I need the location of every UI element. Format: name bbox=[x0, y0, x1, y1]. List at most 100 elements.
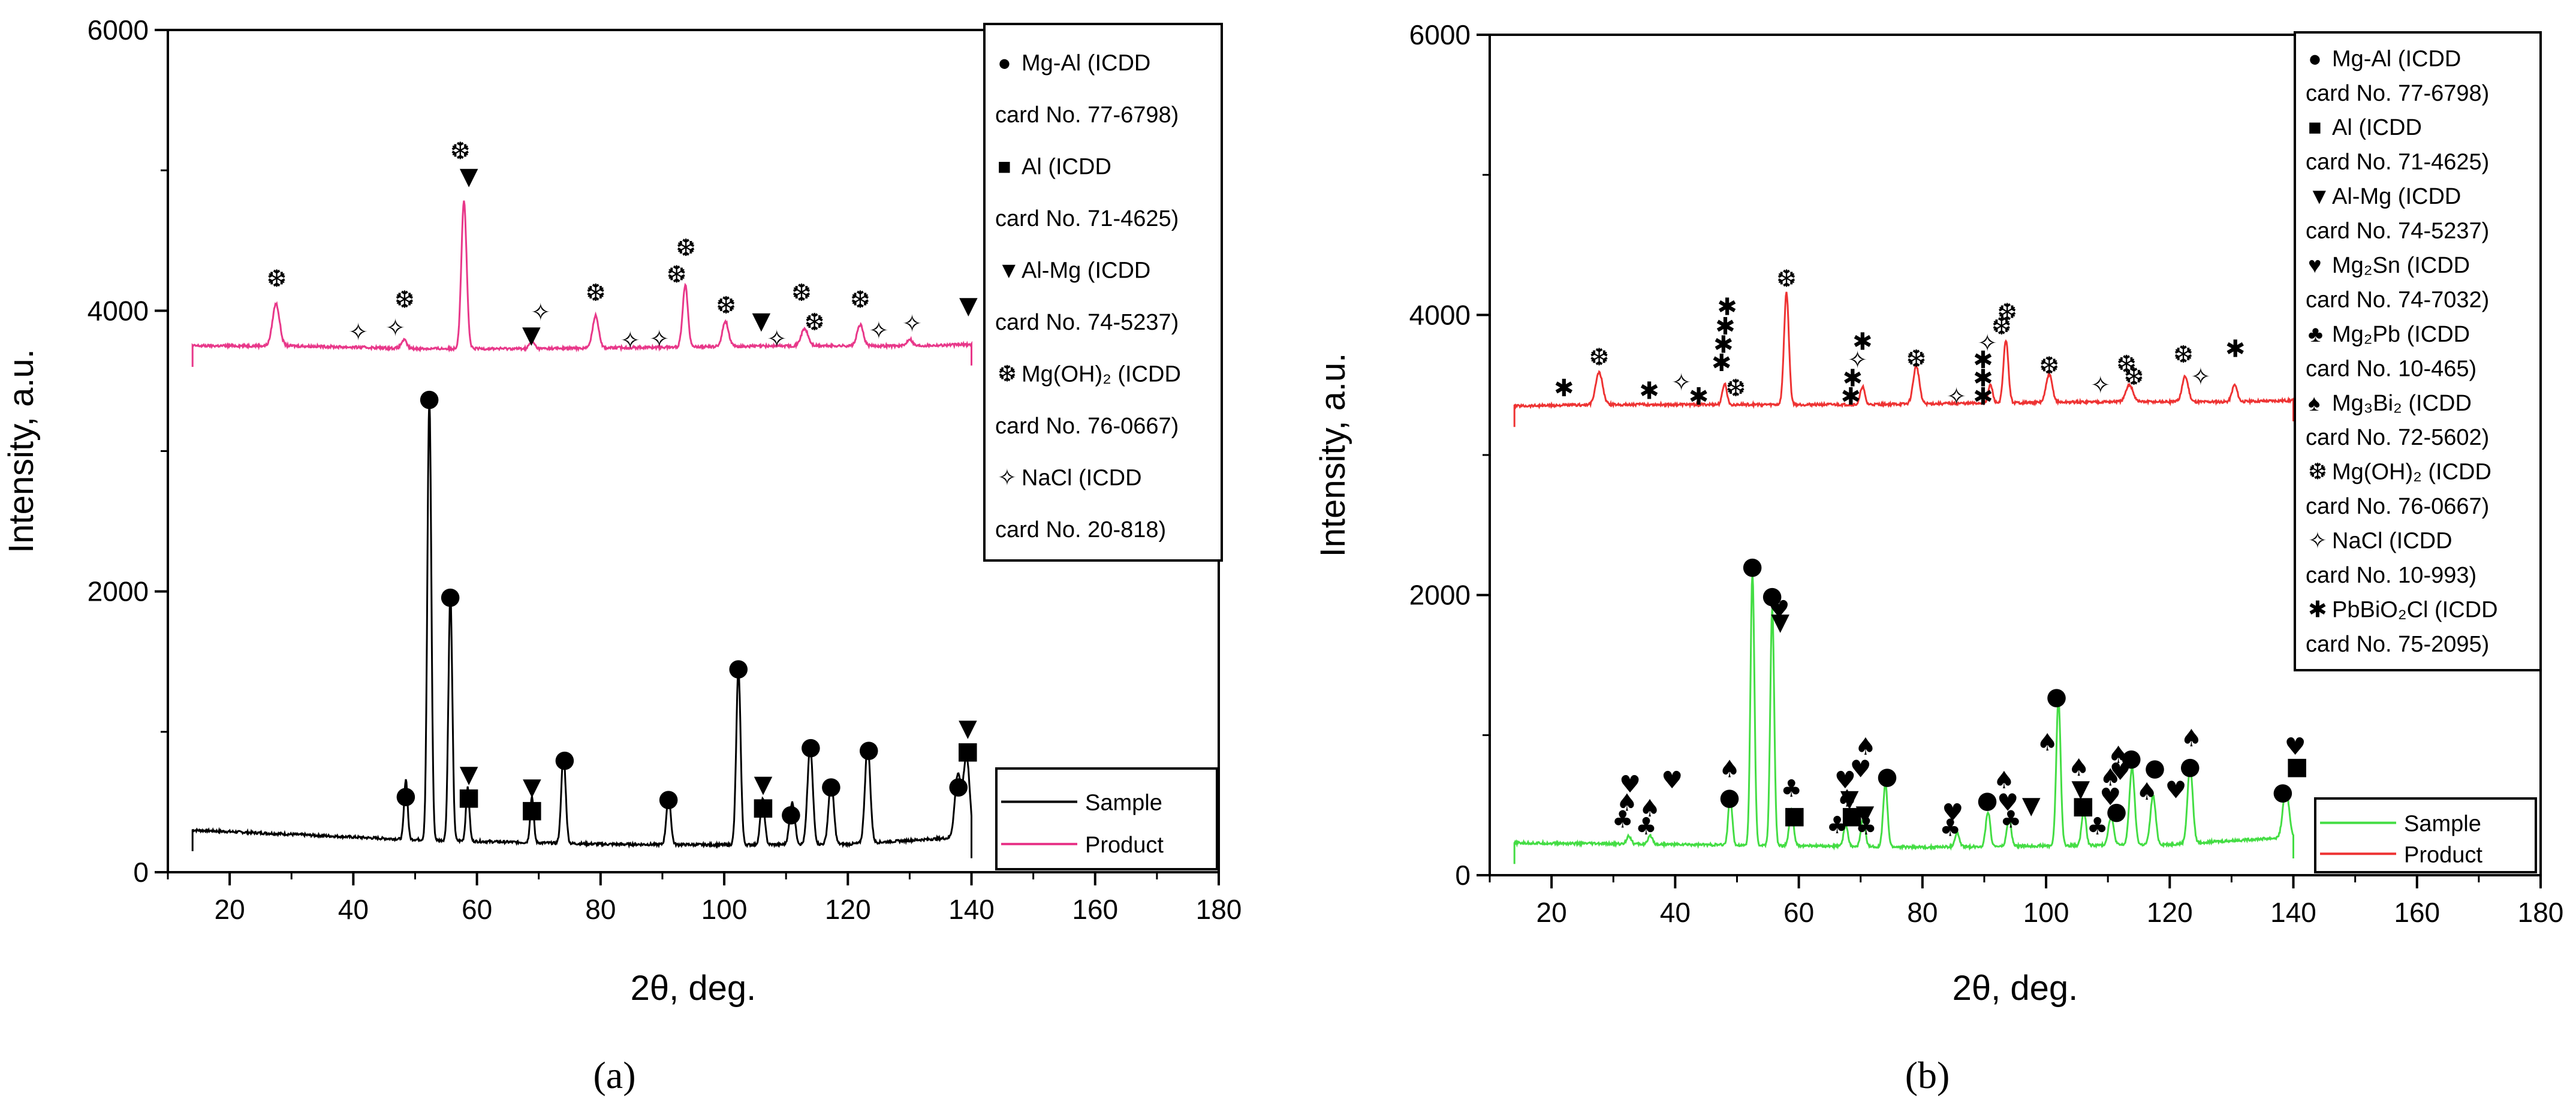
phase-marker: ■ bbox=[2286, 753, 2309, 780]
y-tick-label: 2000 bbox=[1409, 580, 1471, 611]
phase-marker: ✧ bbox=[902, 310, 923, 337]
phase-legend-symbol: ▼ bbox=[998, 258, 1020, 283]
series-line-sample bbox=[1513, 572, 2294, 864]
phase-marker: ✱ bbox=[1973, 364, 1993, 392]
series-legend-label: Sample bbox=[2404, 812, 2481, 837]
phase-marker: ▼ bbox=[2022, 792, 2041, 819]
phase-legend-text: card No. 74-5237) bbox=[995, 310, 1179, 335]
phase-marker: ▼ bbox=[522, 321, 541, 349]
phase-legend-symbol: ♥ bbox=[2308, 253, 2322, 278]
y-tick-label: 0 bbox=[1455, 860, 1471, 891]
phase-marker: ❆ bbox=[1997, 299, 2017, 327]
phase-marker: ♠ bbox=[1616, 789, 1638, 816]
phase-marker: ▼ bbox=[1840, 785, 1859, 812]
phase-legend-text: Mg(OH)₂ (ICDD bbox=[1022, 361, 1181, 387]
phase-legend-text: card No. 74-7032) bbox=[2306, 287, 2489, 312]
phase-marker: ▼ bbox=[1771, 608, 1789, 636]
phase-marker: ● bbox=[1762, 582, 1783, 610]
phase-marker: ▼ bbox=[752, 308, 771, 335]
series-legend-box bbox=[2314, 797, 2537, 873]
phase-marker: ● bbox=[2180, 753, 2201, 780]
phase-marker: ♠ bbox=[2036, 729, 2058, 757]
x-tick-label: 80 bbox=[1907, 897, 1938, 928]
x-tick-label: 60 bbox=[462, 894, 492, 925]
y-tick-label: 6000 bbox=[1409, 19, 1471, 50]
phase-legend-text: card No. 76-0667) bbox=[995, 414, 1179, 439]
phase-marker: ♣ bbox=[1827, 812, 1848, 839]
x-tick-label: 180 bbox=[1196, 894, 1242, 925]
phase-marker: ❆ bbox=[394, 287, 415, 314]
phase-marker: ■ bbox=[956, 737, 979, 764]
phase-legend-text: PbBiO₂Cl (ICDD bbox=[2332, 597, 2498, 622]
phase-marker: ❆ bbox=[805, 309, 825, 336]
phase-marker: ✱ bbox=[1717, 293, 1737, 321]
phase-marker: ✧ bbox=[869, 317, 889, 345]
phase-legend-box bbox=[2294, 31, 2542, 671]
phase-marker: ● bbox=[1977, 786, 1998, 814]
phase-legend-symbol: ✱ bbox=[2308, 597, 2327, 622]
phase-marker: ✱ bbox=[1840, 383, 1861, 411]
series-line-sample bbox=[191, 397, 972, 858]
phase-legend-text: card No. 74-5237) bbox=[2306, 219, 2489, 244]
phase-marker: ✧ bbox=[348, 318, 369, 346]
phase-marker: ❆ bbox=[1906, 345, 1927, 373]
y-tick-label: 6000 bbox=[88, 14, 149, 46]
phase-marker: ✧ bbox=[620, 327, 641, 355]
phase-marker: ♣ bbox=[1780, 775, 1802, 803]
x-tick-label: 100 bbox=[2023, 897, 2069, 928]
phase-marker: ● bbox=[2144, 754, 2165, 782]
phase-legend-symbol: ● bbox=[2308, 46, 2322, 71]
phase-legend-symbol: ▼ bbox=[2308, 184, 2331, 209]
phase-marker: ❆ bbox=[1991, 313, 2012, 340]
phase-marker: ✱ bbox=[1973, 383, 1993, 411]
phase-marker: ♥ bbox=[1997, 789, 2018, 816]
phase-marker: ❆ bbox=[791, 279, 812, 307]
x-tick-label: 140 bbox=[948, 894, 995, 925]
phase-legend-symbol: ♣ bbox=[2308, 322, 2323, 347]
y-axis-title: Intensity, a.u. bbox=[2, 349, 41, 553]
phase-marker: ▼ bbox=[959, 292, 978, 320]
phase-legend-text: card No. 71-4625) bbox=[995, 206, 1179, 231]
phase-marker: ♠ bbox=[1639, 795, 1661, 822]
x-tick-label: 60 bbox=[1783, 897, 1814, 928]
phase-marker: ● bbox=[821, 772, 842, 800]
phase-legend-text: card No. 77-6798) bbox=[2306, 81, 2489, 106]
phase-marker: ❆ bbox=[450, 137, 471, 165]
phase-marker: ● bbox=[2106, 798, 2127, 825]
phase-marker: ▼ bbox=[2071, 775, 2090, 803]
y-axis-title: Intensity, a.u. bbox=[1313, 353, 1352, 557]
phase-marker: ✧ bbox=[385, 314, 406, 342]
phase-marker: ♥ bbox=[2099, 783, 2121, 811]
phase-marker: ❆ bbox=[2039, 352, 2059, 379]
phase-marker: ▼ bbox=[460, 761, 478, 788]
phase-marker: ♠ bbox=[2180, 725, 2202, 752]
phase-marker: ✱ bbox=[1843, 364, 1863, 392]
phase-marker: ✧ bbox=[1977, 330, 1997, 357]
phase-marker: ▼ bbox=[460, 163, 478, 191]
phase-marker: ♥ bbox=[1942, 799, 1963, 827]
phase-marker: ✧ bbox=[1947, 383, 1967, 411]
phase-marker: ■ bbox=[1840, 802, 1863, 830]
phase-legend-text: card No. 77-6798) bbox=[995, 103, 1179, 128]
x-tick-label: 160 bbox=[2394, 897, 2440, 928]
phase-marker: ✧ bbox=[1671, 369, 1692, 396]
x-tick-label: 100 bbox=[701, 894, 748, 925]
phase-marker: ❆ bbox=[267, 265, 287, 293]
phase-marker: ♣ bbox=[1635, 813, 1657, 840]
phase-marker: ✱ bbox=[1639, 378, 1659, 405]
phase-marker: ✧ bbox=[1848, 346, 1868, 374]
phase-legend-text: Mg(OH)₂ (ICDD bbox=[2332, 460, 2491, 485]
phase-marker: ♥ bbox=[2110, 758, 2131, 786]
chart-panel-b: 20 40 60 80 100 120 140 160 180 0 2000 4000 6000 2θ, … bbox=[1313, 19, 2563, 1096]
phase-legend-symbol: ■ bbox=[998, 154, 1011, 179]
phase-marker: ✧ bbox=[767, 326, 787, 353]
phase-legend-text: Mg₂Pb (ICDD bbox=[2332, 322, 2470, 347]
phase-marker: ❆ bbox=[1776, 266, 1797, 293]
phase-marker: ● bbox=[1742, 553, 1763, 580]
phase-marker: ✧ bbox=[2191, 363, 2211, 391]
phase-legend-symbol: ♠ bbox=[2308, 391, 2320, 416]
x-tick-label: 20 bbox=[1536, 897, 1567, 928]
phase-legend-symbol: ✧ bbox=[998, 465, 1017, 490]
phase-marker: ❆ bbox=[676, 234, 696, 262]
